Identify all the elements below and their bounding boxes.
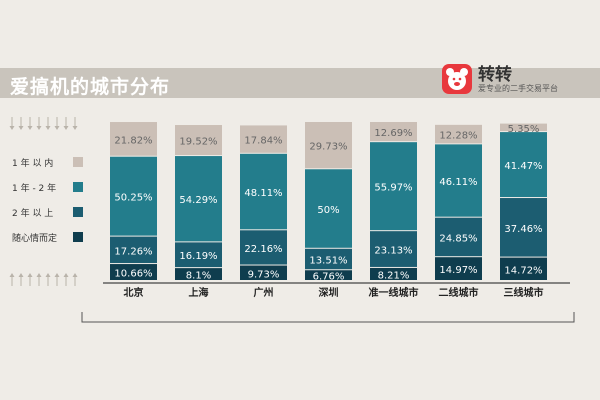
- data-label: 17.26%: [114, 246, 152, 257]
- data-label: 5.35%: [508, 124, 540, 135]
- data-label: 9.73%: [248, 269, 280, 280]
- bar-segment: [370, 231, 417, 267]
- brand-slogan: 爱专业的二手交易平台: [478, 84, 558, 93]
- data-label: 50.25%: [114, 193, 152, 204]
- data-label: 29.73%: [309, 142, 347, 153]
- deco-arrow-head: [36, 273, 42, 277]
- data-label: 48.11%: [244, 188, 282, 199]
- bar-segment: [305, 169, 352, 248]
- bar-segment: [110, 236, 157, 264]
- deco-arrow-head: [36, 126, 42, 130]
- bar-segment: [305, 248, 352, 270]
- bar-segment: [500, 198, 547, 257]
- data-label: 13.51%: [309, 256, 347, 267]
- data-label: 19.52%: [179, 137, 217, 148]
- bar-segment: [370, 142, 417, 231]
- bar-segment: [500, 123, 547, 132]
- bar-segment: [435, 217, 482, 257]
- legend-label: 1 年 - 2 年: [12, 182, 56, 194]
- category-label: 北京: [124, 286, 144, 299]
- data-label: 16.19%: [179, 251, 217, 262]
- category-label: 上海: [189, 286, 209, 299]
- data-label: 14.97%: [439, 265, 477, 276]
- deco-arrow-head: [63, 273, 69, 277]
- data-label: 12.28%: [439, 131, 477, 142]
- bar-segment: [370, 122, 417, 142]
- data-label: 41.47%: [504, 161, 542, 172]
- bar-segment: [175, 156, 222, 242]
- bar-segment: [435, 257, 482, 280]
- data-label: 55.97%: [374, 183, 412, 194]
- bar-segment: [110, 264, 157, 280]
- data-label: 12.69%: [374, 128, 412, 139]
- bar-segment: [435, 124, 482, 144]
- brand-logo-icon: [442, 64, 472, 94]
- bar-segment: [370, 267, 417, 280]
- deco-arrow-head: [54, 273, 60, 277]
- category-label: 三线城市: [504, 286, 544, 299]
- bar-segment: [110, 156, 157, 236]
- legend-label: 随心情而定: [12, 232, 57, 244]
- category-label: 深圳: [319, 286, 339, 299]
- data-label: 46.11%: [439, 177, 477, 188]
- category-label: 广州: [254, 286, 274, 299]
- data-label: 50%: [317, 205, 339, 216]
- deco-arrow-head: [45, 126, 51, 130]
- bar-segment: [240, 153, 287, 230]
- deco-arrow-head: [72, 273, 78, 277]
- data-label: 17.84%: [244, 136, 282, 147]
- bar-segment: [500, 132, 547, 198]
- bar-segment: [175, 125, 222, 156]
- bar-segment: [175, 242, 222, 268]
- deco-arrow-head: [54, 126, 60, 130]
- page-title: 爱搞机的城市分布: [10, 76, 171, 98]
- data-label: 8.21%: [378, 270, 410, 281]
- data-label: 14.72%: [504, 265, 542, 276]
- bar-segment: [240, 265, 287, 280]
- brand-name: 转转: [478, 65, 512, 85]
- data-label: 6.76%: [313, 272, 345, 283]
- legend-swatch: [73, 157, 83, 167]
- data-label: 8.1%: [186, 271, 211, 282]
- deco-arrow-head: [27, 126, 33, 130]
- deco-arrow-head: [18, 126, 24, 130]
- title-bar: [0, 68, 600, 98]
- data-label: 21.82%: [114, 135, 152, 146]
- deco-arrow-head: [27, 273, 33, 277]
- bar-segment: [110, 122, 157, 156]
- data-label: 10.66%: [114, 269, 152, 280]
- data-label: 23.13%: [374, 246, 412, 257]
- deco-arrow-head: [63, 126, 69, 130]
- bar-segment: [435, 144, 482, 217]
- data-label: 54.29%: [179, 195, 217, 206]
- data-label: 24.85%: [439, 233, 477, 244]
- legend-swatch: [73, 207, 83, 217]
- bar-segment: [305, 270, 352, 280]
- bar-segment: [175, 268, 222, 280]
- deco-arrow-head: [18, 273, 24, 277]
- legend-label: 2 年 以 上: [12, 207, 53, 219]
- deco-arrow-head: [9, 126, 15, 130]
- deco-arrow-head: [45, 273, 51, 277]
- bar-segment: [500, 257, 547, 280]
- bar-segment: [240, 230, 287, 265]
- category-label: 二线城市: [439, 286, 479, 299]
- legend-swatch: [73, 232, 83, 242]
- bottom-bracket: [81, 312, 575, 323]
- bar-segment: [305, 122, 352, 169]
- bear-face-icon: [446, 68, 468, 90]
- category-label: 准一线城市: [369, 286, 419, 299]
- legend-swatch: [73, 182, 83, 192]
- bar-segment: [240, 125, 287, 153]
- legend-label: 1 年 以 内: [12, 157, 53, 169]
- data-label: 37.46%: [504, 224, 542, 235]
- deco-arrow-head: [9, 273, 15, 277]
- data-label: 22.16%: [244, 244, 282, 255]
- deco-arrow-head: [72, 126, 78, 130]
